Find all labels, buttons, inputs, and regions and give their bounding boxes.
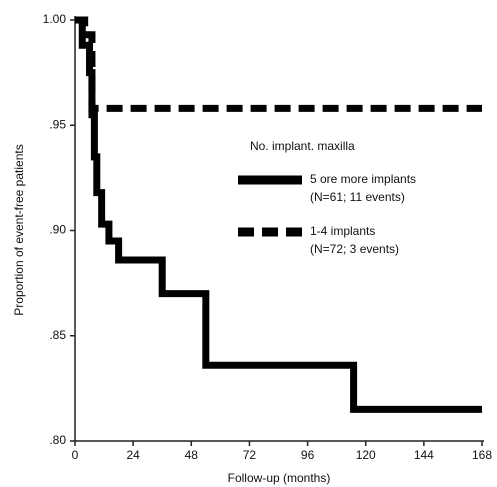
legend-label: 1-4 implants [310, 224, 375, 238]
y-tick-label: .85 [49, 328, 66, 342]
legend-title: No. implant. maxilla [250, 139, 355, 153]
x-tick-label: 48 [185, 448, 199, 462]
y-tick-label: .90 [49, 223, 66, 237]
x-tick-label: 24 [126, 448, 140, 462]
x-tick-label: 72 [243, 448, 257, 462]
y-tick-label: 1.00 [43, 12, 67, 26]
x-axis-label: Follow-up (months) [228, 471, 331, 485]
y-axis-label: Proportion of event-free patients [12, 144, 26, 315]
km-curve [75, 16, 482, 112]
y-tick-label: .95 [49, 117, 66, 131]
x-tick-label: 144 [414, 448, 434, 462]
y-tick-label: .80 [49, 433, 66, 447]
km-curve [75, 16, 482, 413]
legend-detail: (N=72; 3 events) [310, 242, 399, 256]
x-tick-label: 0 [72, 448, 79, 462]
x-tick-label: 96 [301, 448, 315, 462]
x-tick-label: 168 [472, 448, 492, 462]
x-tick-label: 120 [356, 448, 376, 462]
legend-detail: (N=61; 11 events) [310, 190, 405, 204]
legend-label: 5 ore more implants [310, 172, 416, 186]
